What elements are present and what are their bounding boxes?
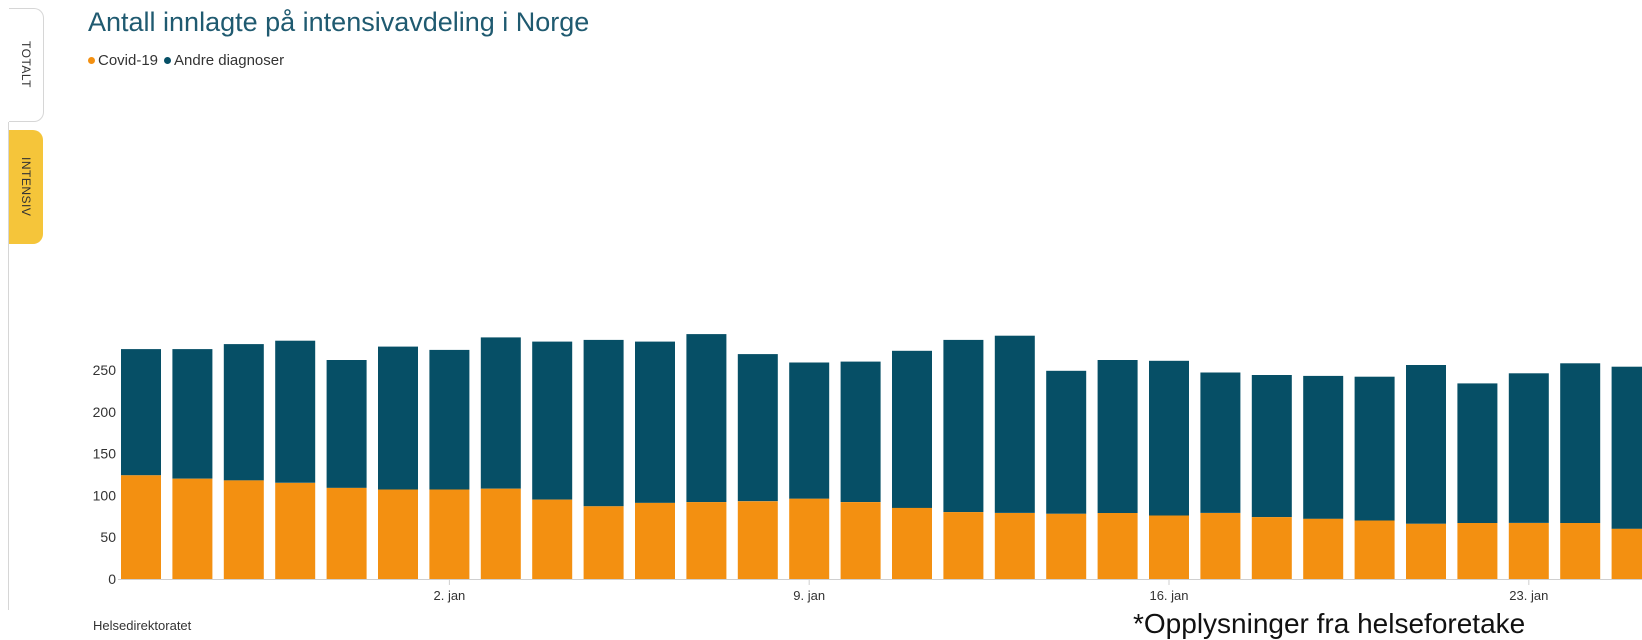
side-divider [8, 122, 9, 610]
bar-covid-19[interactable] [1097, 513, 1138, 579]
bar-chart: 0 50 100 150 200 250 2. jan 9. jan 16. jan 23. ja… [93, 334, 1642, 603]
bar-andre-diagnoser[interactable] [583, 339, 624, 507]
bar-covid-19[interactable] [994, 513, 1035, 579]
legend-dot-other [164, 57, 172, 64]
y-tick-label: 150 [93, 446, 117, 462]
bar-covid-19[interactable] [892, 507, 932, 579]
y-tick-label: 50 [100, 529, 116, 545]
legend-dot-covid [88, 57, 95, 64]
tab-totalt-label: TOTALT [19, 41, 33, 89]
bar-covid-19[interactable] [1560, 523, 1601, 579]
bar-covid-19[interactable] [1303, 518, 1344, 579]
bar-covid-19[interactable] [686, 502, 727, 579]
chart-legend: Covid-19 Andre diagnoser [88, 52, 284, 69]
bar-andre-diagnoser[interactable] [1303, 375, 1344, 519]
bar-andre-diagnoser[interactable] [943, 339, 984, 513]
legend-label-covid: Covid-19 [98, 52, 159, 69]
bar-andre-diagnoser[interactable] [1560, 363, 1601, 523]
side-tabs: TOTALT INTENSIV [0, 0, 44, 610]
tab-intensiv-label: INTENSIV [19, 157, 33, 217]
bar-andre-diagnoser[interactable] [994, 335, 1035, 513]
bar-covid-19[interactable] [378, 489, 418, 580]
bar-covid-19[interactable] [480, 488, 521, 579]
x-tick-label: 23. jan [1509, 588, 1548, 603]
bar-andre-diagnoser[interactable] [1097, 360, 1138, 513]
x-tick-label: 2. jan [433, 588, 465, 603]
bar-covid-19[interactable] [583, 506, 624, 579]
bar-covid-19[interactable] [1046, 513, 1087, 579]
bar-andre-diagnoser[interactable] [121, 349, 161, 476]
bar-covid-19[interactable] [1611, 528, 1642, 579]
bar-andre-diagnoser[interactable] [892, 350, 932, 508]
bar-covid-19[interactable] [223, 480, 264, 579]
x-tick-label: 9. jan [793, 588, 825, 603]
bar-covid-19[interactable] [172, 478, 213, 579]
bar-covid-19[interactable] [635, 502, 675, 579]
bar-andre-diagnoser[interactable] [1457, 383, 1498, 523]
bar-andre-diagnoser[interactable] [1200, 372, 1241, 513]
bar-andre-diagnoser[interactable] [635, 341, 675, 503]
bar-andre-diagnoser[interactable] [737, 354, 778, 502]
bar-andre-diagnoser[interactable] [480, 337, 521, 489]
bar-andre-diagnoser[interactable] [1149, 360, 1189, 516]
legend-label-other: Andre diagnoser [174, 52, 285, 69]
bar-andre-diagnoser[interactable] [326, 360, 367, 488]
bar-andre-diagnoser[interactable] [686, 334, 727, 503]
bar-covid-19[interactable] [1354, 520, 1395, 580]
bar-covid-19[interactable] [840, 502, 881, 579]
bar-andre-diagnoser[interactable] [789, 362, 830, 499]
bar-covid-19[interactable] [429, 489, 470, 580]
y-tick-label: 0 [108, 571, 116, 587]
footnote: *Opplysninger fra helseforetake [1133, 608, 1526, 639]
bar-covid-19[interactable] [532, 499, 573, 579]
bar-andre-diagnoser[interactable] [275, 340, 316, 483]
bar-andre-diagnoser[interactable] [1354, 376, 1395, 521]
source-label: Helsedirektoratet [93, 618, 192, 633]
tab-totalt[interactable]: TOTALT [9, 8, 44, 122]
bar-andre-diagnoser[interactable] [840, 361, 881, 502]
x-tick-label: 16. jan [1149, 588, 1188, 603]
bar-covid-19[interactable] [326, 487, 367, 579]
bar-covid-19[interactable] [1251, 517, 1292, 579]
y-tick-label: 250 [93, 362, 117, 378]
bar-andre-diagnoser[interactable] [1611, 366, 1642, 529]
bar-andre-diagnoser[interactable] [1406, 365, 1446, 524]
bar-covid-19[interactable] [1406, 523, 1446, 579]
bar-covid-19[interactable] [737, 501, 778, 579]
tab-intensiv[interactable]: INTENSIV [9, 130, 43, 244]
bar-andre-diagnoser[interactable] [172, 349, 213, 479]
bar-andre-diagnoser[interactable] [1046, 370, 1087, 514]
bar-andre-diagnoser[interactable] [429, 349, 470, 490]
bar-covid-19[interactable] [121, 475, 161, 579]
bar-andre-diagnoser[interactable] [1508, 373, 1549, 523]
bar-covid-19[interactable] [789, 498, 830, 579]
bar-andre-diagnoser[interactable] [532, 341, 573, 500]
legend-item-covid[interactable]: Covid-19 [88, 52, 158, 69]
bar-andre-diagnoser[interactable] [378, 346, 418, 490]
chart-title: Antall innlagte på intensivavdeling i No… [88, 7, 590, 37]
y-tick-label: 100 [93, 487, 117, 503]
y-tick-label: 200 [93, 404, 117, 420]
bar-covid-19[interactable] [275, 482, 316, 579]
bar-covid-19[interactable] [1200, 513, 1241, 579]
legend-item-other[interactable]: Andre diagnoser [164, 52, 284, 69]
bar-covid-19[interactable] [1508, 523, 1549, 579]
bar-covid-19[interactable] [1149, 515, 1189, 580]
bar-andre-diagnoser[interactable] [223, 344, 264, 481]
bar-covid-19[interactable] [943, 512, 984, 579]
bar-andre-diagnoser[interactable] [1251, 375, 1292, 518]
bar-covid-19[interactable] [1457, 523, 1498, 579]
